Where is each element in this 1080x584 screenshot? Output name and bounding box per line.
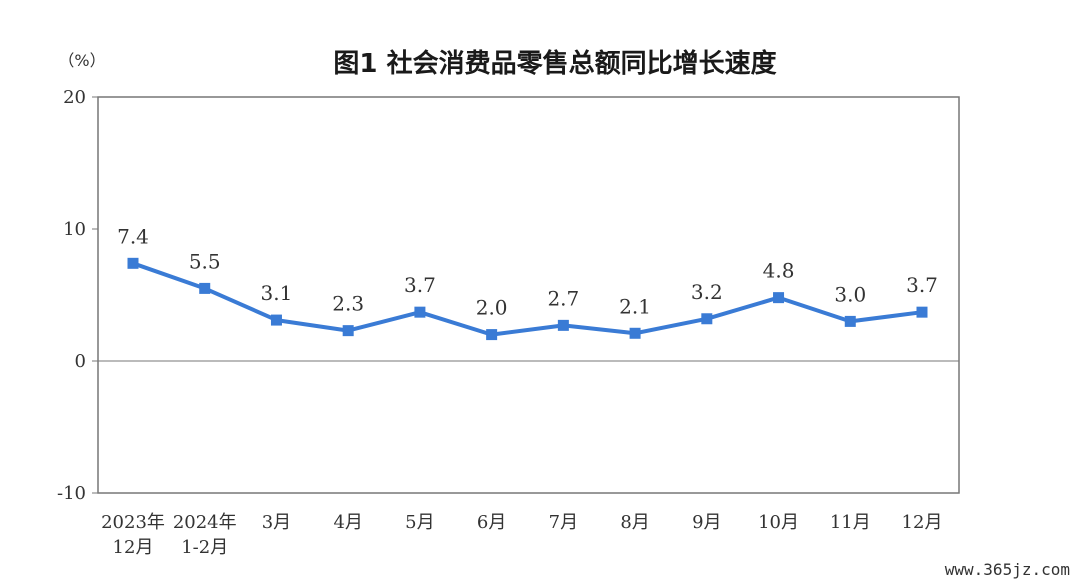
data-point-marker <box>701 313 713 325</box>
x-tick-label: 9月 <box>692 512 721 533</box>
data-label: 7.4 <box>117 224 149 248</box>
data-label: 3.0 <box>834 282 866 306</box>
data-point-marker <box>773 292 785 304</box>
data-label: 5.5 <box>189 249 221 273</box>
y-tick-label: 10 <box>63 219 86 240</box>
y-axis: -10 0 10 20 <box>57 87 98 504</box>
data-label: 3.7 <box>906 273 938 297</box>
x-tick-label: 2024年 <box>173 512 237 533</box>
x-tick-label: 11月 <box>830 512 871 533</box>
y-axis-unit: （%） <box>58 51 105 70</box>
x-tick-label: 7月 <box>549 512 578 533</box>
data-labels: 7.4 5.5 3.1 2.3 3.7 2.0 2.7 2.1 3.2 4.8 3.0 3.7 <box>117 224 938 319</box>
data-label: 2.7 <box>547 286 579 310</box>
plot-frame <box>97 96 960 494</box>
chart-title: 图1 社会消费品零售总额同比增长速度 <box>333 48 776 79</box>
y-tick-label: -10 <box>57 483 86 504</box>
data-label: 2.0 <box>476 296 508 320</box>
data-point-marker <box>844 315 856 327</box>
x-tick-label: 3月 <box>262 512 291 533</box>
data-point-marker <box>127 257 139 269</box>
x-tick-label: 5月 <box>405 512 434 533</box>
data-point-marker <box>199 282 211 294</box>
data-label: 3.7 <box>404 273 436 297</box>
y-tick-label: 20 <box>63 87 86 108</box>
x-tick-label: 2023年 <box>101 512 165 533</box>
x-tick-label: 10月 <box>758 512 799 533</box>
data-point-marker <box>916 306 928 318</box>
series-line-group <box>127 257 928 341</box>
x-tick-label: 1-2月 <box>181 537 228 558</box>
data-label: 4.8 <box>763 259 795 283</box>
data-point-marker <box>342 325 354 337</box>
x-tick-label: 12月 <box>902 512 943 533</box>
data-label: 2.1 <box>619 294 651 318</box>
data-point-marker <box>414 306 426 318</box>
series-line <box>132 261 923 337</box>
data-label: 3.2 <box>691 280 723 304</box>
x-tick-label: 8月 <box>620 512 649 533</box>
x-tick-label: 4月 <box>333 512 362 533</box>
data-point-marker <box>557 319 569 331</box>
data-label: 2.3 <box>332 292 364 316</box>
data-label: 3.1 <box>261 281 293 305</box>
data-point-marker <box>270 314 282 326</box>
x-tick-label: 6月 <box>477 512 506 533</box>
y-tick-label: 0 <box>75 351 86 372</box>
x-axis: 2023年 12月 2024年 1-2月 3月 4月 5月 6月 7月 8月 9月 10月 11月 12月 <box>101 512 942 558</box>
watermark-text: www.365jz.com <box>945 560 1070 579</box>
data-point-marker <box>486 329 498 341</box>
x-tick-label: 12月 <box>113 537 154 558</box>
data-point-marker <box>629 327 641 339</box>
